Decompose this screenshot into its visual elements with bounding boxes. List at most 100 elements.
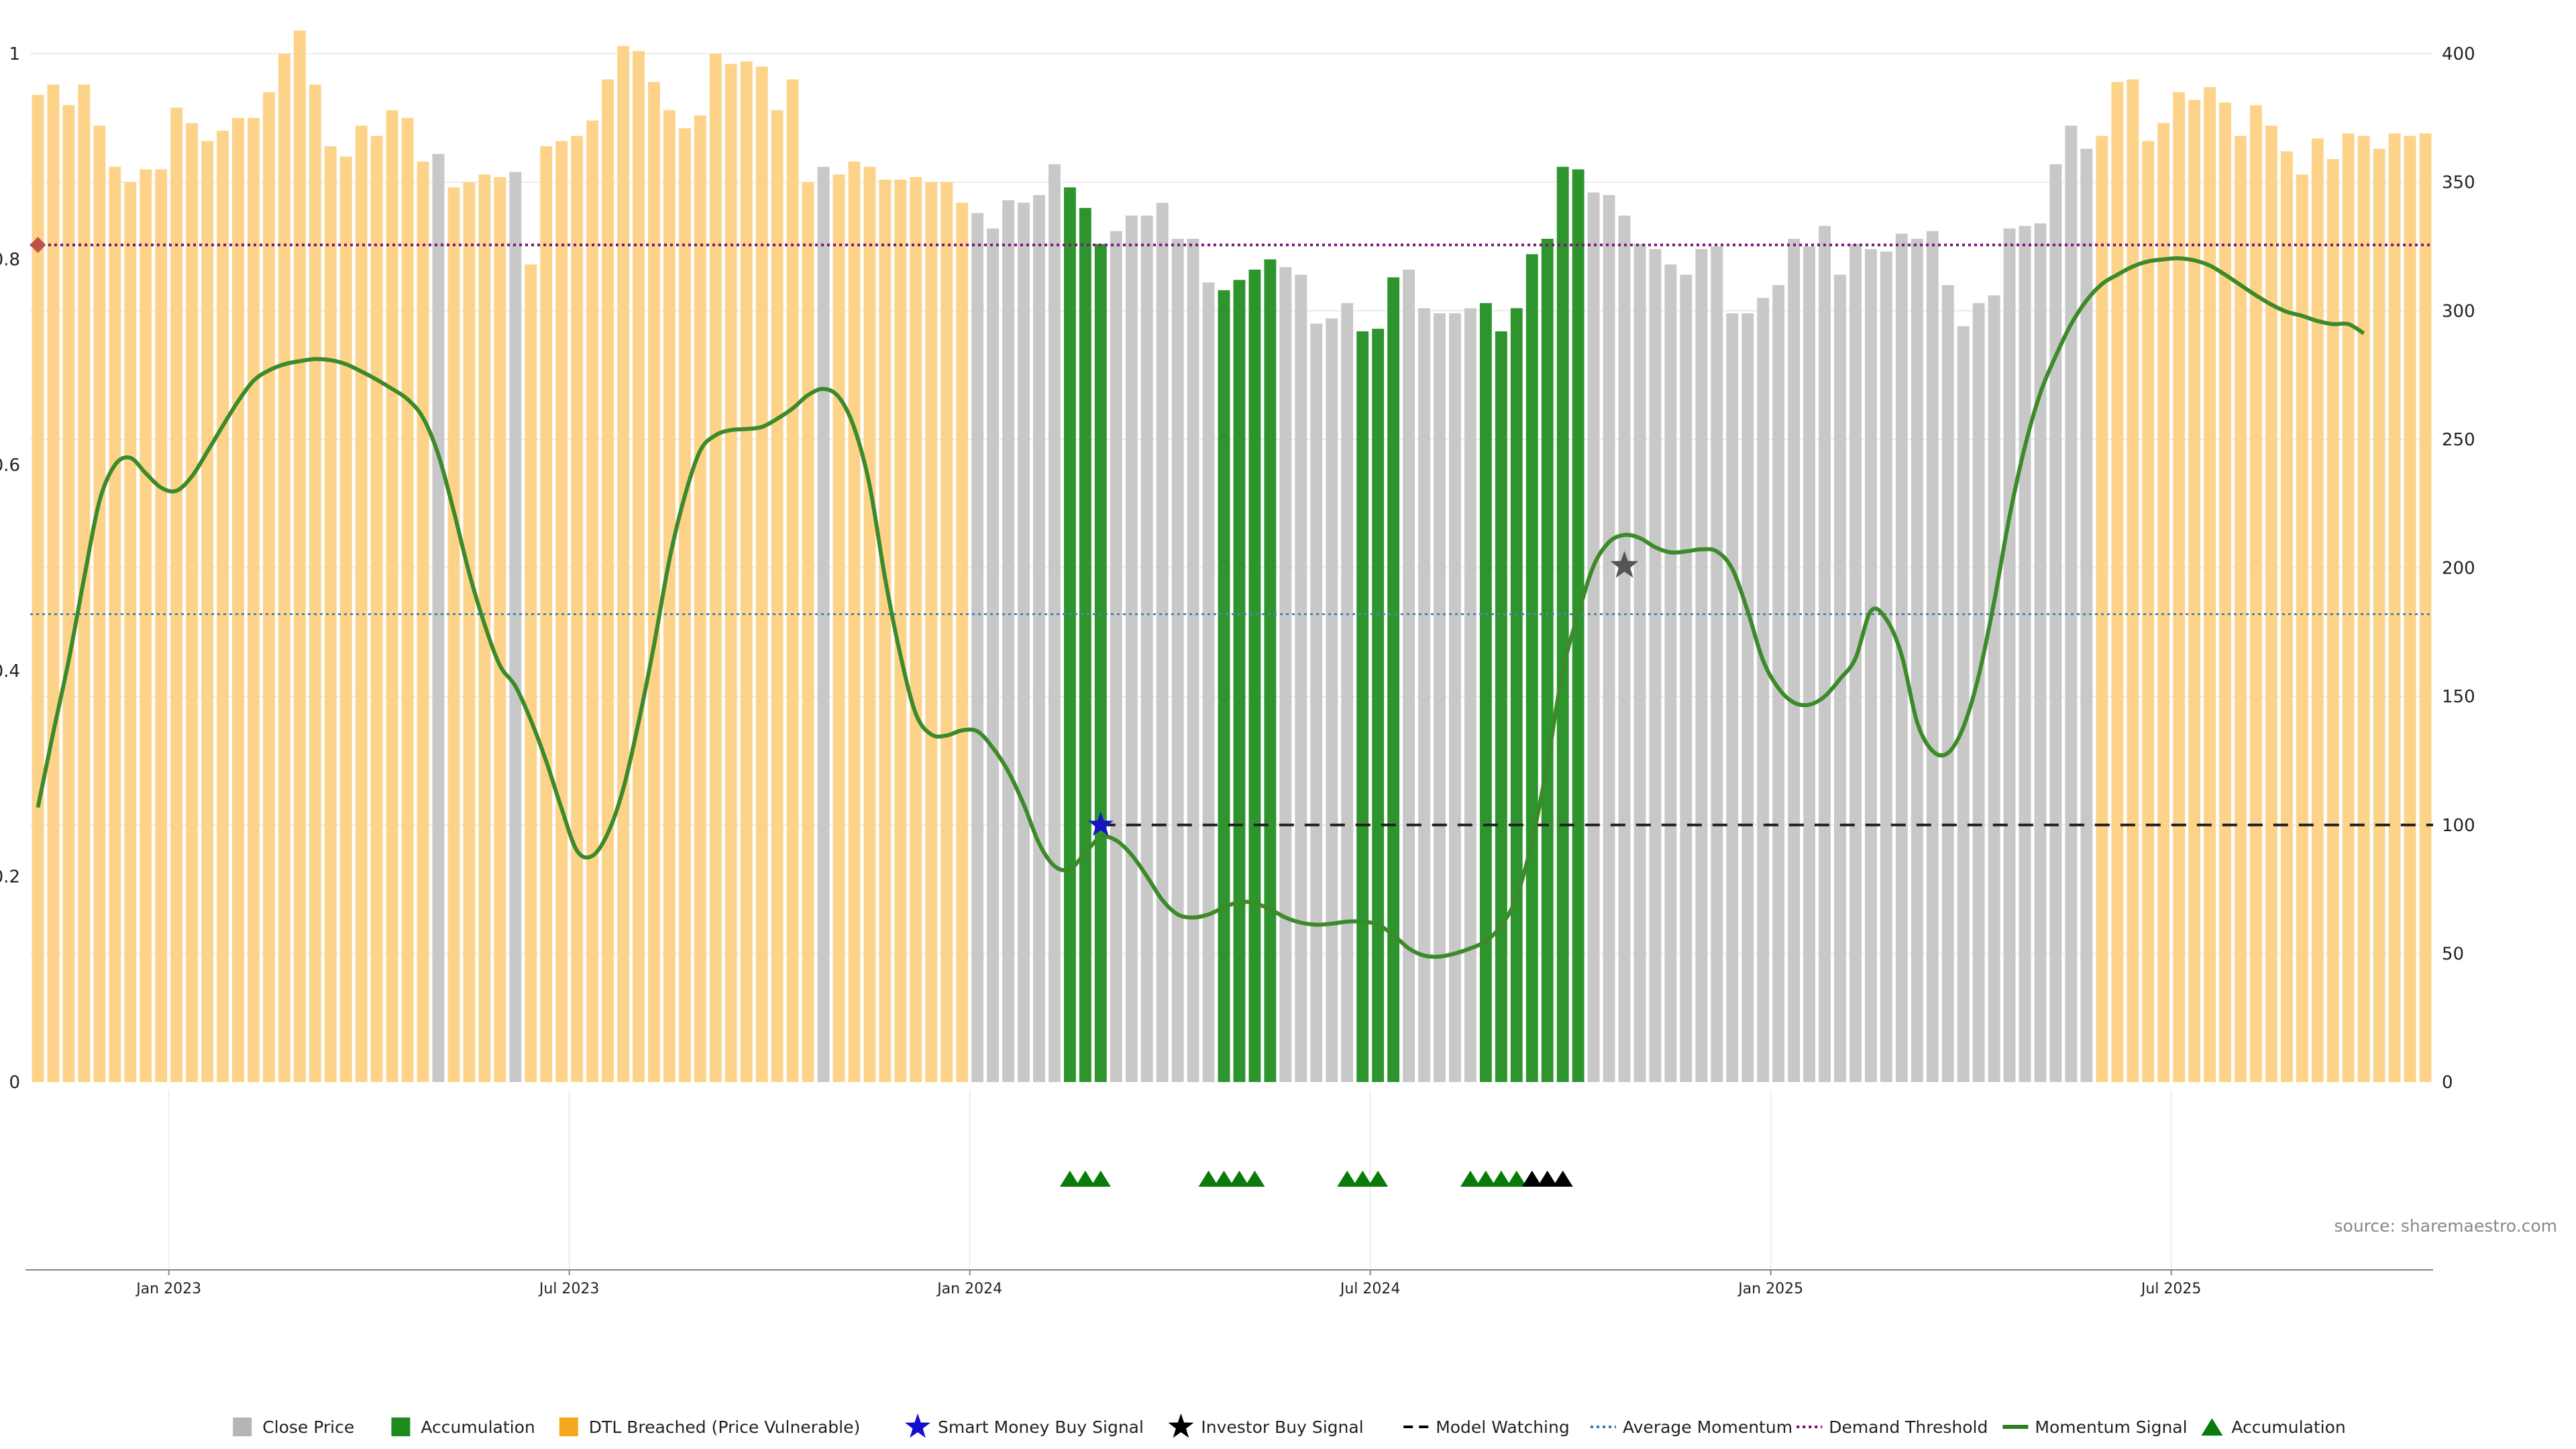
accumulation-marker — [1075, 1171, 1095, 1187]
legend-swatch — [2201, 1418, 2223, 1436]
investor-buy-signal-star — [1610, 551, 1639, 578]
left-axis-tick-label: 0.8 — [0, 250, 20, 270]
bar — [309, 84, 321, 1083]
bar — [1711, 246, 1723, 1082]
bar — [540, 146, 553, 1083]
bar — [339, 156, 352, 1082]
bar — [1541, 238, 1554, 1083]
bar — [1926, 231, 1939, 1082]
investor-marker — [1521, 1171, 1542, 1187]
bar — [386, 110, 398, 1083]
bar — [1464, 308, 1477, 1083]
momentum-signal-line — [36, 256, 2365, 959]
bar — [140, 169, 152, 1082]
bar — [1633, 244, 1646, 1083]
legend-swatch — [391, 1417, 411, 1436]
bar — [401, 117, 414, 1082]
accumulation-marker — [1244, 1171, 1265, 1187]
bar — [1295, 274, 1307, 1083]
bar — [1741, 313, 1754, 1082]
bar — [755, 66, 768, 1083]
bar — [817, 166, 830, 1082]
bar — [2373, 148, 2385, 1083]
right-axis-tick-label: 250 — [2442, 430, 2475, 450]
bar — [262, 92, 275, 1082]
accumulation-marker — [1214, 1171, 1234, 1187]
bar — [1187, 238, 1199, 1083]
lines-layer — [30, 244, 2433, 959]
bar — [1434, 313, 1446, 1082]
bar — [463, 182, 476, 1082]
bar — [1587, 192, 1600, 1083]
legend-swatch — [1168, 1413, 1194, 1438]
accumulation-marker — [1337, 1171, 1358, 1187]
bar — [1418, 308, 1430, 1083]
grid-layer — [30, 53, 2433, 1270]
bar — [186, 123, 199, 1082]
x-axis-tick-label: Jul 2023 — [538, 1281, 600, 1297]
legend-item: Momentum Signal — [2002, 1417, 2188, 1437]
bar — [1803, 246, 1816, 1082]
right-axis-tick-label: 0 — [2442, 1073, 2453, 1093]
smart-money-buy-signal-star — [1087, 811, 1114, 836]
right-axis-tick-label: 150 — [2442, 687, 2475, 707]
investor-marker — [1552, 1171, 1573, 1187]
accumulation-marker — [1352, 1171, 1373, 1187]
right-axis-tick-label: 200 — [2442, 559, 2475, 579]
bar — [2388, 133, 2401, 1082]
bar — [278, 54, 290, 1082]
legend-label: Accumulation — [421, 1417, 535, 1437]
bar — [2342, 133, 2355, 1082]
bar — [2111, 82, 2124, 1083]
accumulation-marker — [1229, 1171, 1250, 1187]
bar — [1649, 249, 1662, 1082]
bar — [1063, 187, 1076, 1082]
left-axis-tick-label: 0.4 — [0, 661, 20, 682]
bar — [1726, 313, 1739, 1082]
bar — [170, 107, 183, 1082]
bar — [2311, 138, 2324, 1082]
right-axis-tick-label: 100 — [2442, 816, 2475, 836]
bar — [771, 110, 784, 1083]
bar — [217, 130, 229, 1083]
bar — [1911, 238, 1923, 1083]
bar — [1310, 323, 1323, 1083]
bar — [2173, 92, 2186, 1082]
bar — [571, 136, 584, 1082]
bar — [1079, 207, 1091, 1083]
bar — [971, 213, 984, 1082]
bar — [324, 146, 337, 1083]
left-axis-tick-label: 1 — [9, 44, 20, 64]
bar — [2034, 223, 2047, 1082]
bar — [2249, 105, 2262, 1082]
bar — [663, 110, 676, 1083]
accumulation-marker — [1198, 1171, 1219, 1187]
bar — [1664, 264, 1677, 1082]
legend-swatch — [233, 1417, 252, 1436]
bar — [1864, 249, 1877, 1082]
bar — [1387, 277, 1400, 1082]
bar — [1125, 215, 1138, 1082]
legend: Close Price Accumulation DTL Breached (Pri… — [233, 1413, 2346, 1438]
bar — [786, 79, 799, 1083]
bar — [1140, 215, 1153, 1082]
bar — [555, 141, 568, 1083]
legend-label: Investor Buy Signal — [1201, 1417, 1363, 1437]
bar — [910, 176, 922, 1083]
bar — [1094, 244, 1107, 1083]
x-axis-tick-label: Jan 2025 — [1737, 1281, 1803, 1297]
bar — [2127, 79, 2139, 1083]
bar — [1326, 318, 1338, 1082]
bar — [1618, 215, 1631, 1082]
bar — [1772, 284, 1785, 1082]
bar — [1356, 331, 1369, 1082]
x-axis-tick-label: Jul 2024 — [1339, 1281, 1401, 1297]
bar — [709, 54, 722, 1082]
bar — [2157, 123, 2170, 1082]
legend-label: Momentum Signal — [2035, 1417, 2187, 1437]
bar — [2280, 151, 2293, 1082]
left-axis-tick-label: 0.2 — [0, 867, 20, 887]
bar — [2142, 141, 2155, 1083]
bar — [925, 182, 938, 1082]
bar — [2265, 125, 2277, 1082]
